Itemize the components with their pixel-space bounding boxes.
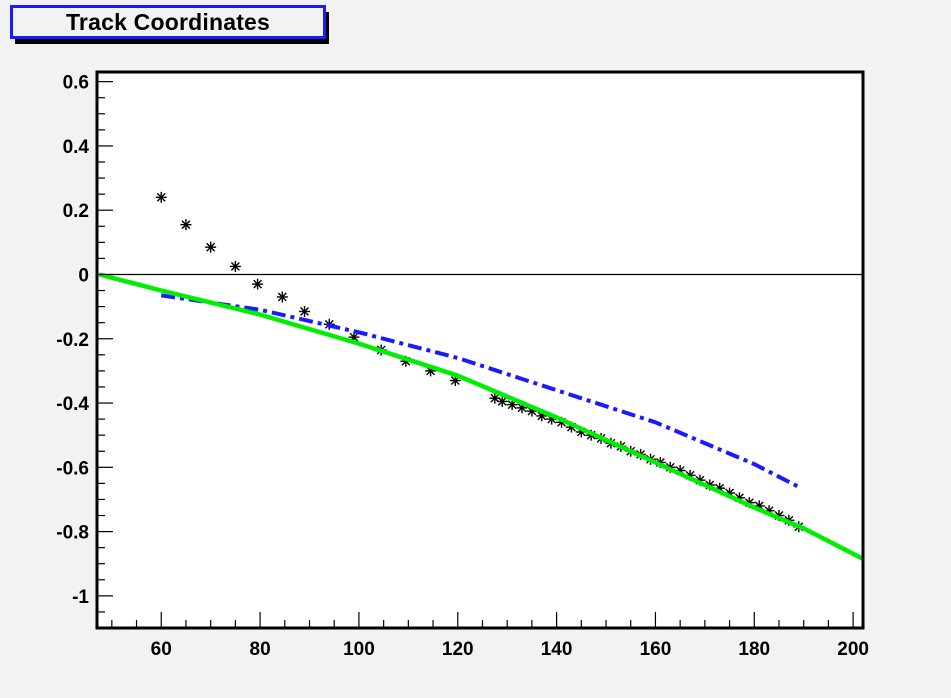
data-point-asterisk (229, 260, 241, 272)
y-tick-label: -0.8 (56, 523, 89, 544)
y-tick-label: 0.4 (63, 137, 90, 158)
x-tick-label: 120 (442, 639, 474, 660)
chart-title: Track Coordinates (10, 5, 326, 39)
y-tick-label: -0.4 (56, 394, 89, 415)
y-tick-label: 0 (78, 265, 89, 286)
data-point-asterisk (299, 305, 311, 317)
data-point-asterisk (155, 191, 167, 203)
plot-background (97, 72, 863, 628)
data-point-asterisk (276, 291, 288, 303)
x-tick-label: 80 (250, 639, 271, 660)
series-line-blue-dashdot (160, 293, 803, 490)
y-tick-label: 0.6 (63, 73, 89, 94)
x-tick-label: 140 (541, 639, 573, 660)
y-tick-label: 0.2 (63, 201, 89, 222)
plot-frame (95, 70, 865, 630)
x-tick-label: 60 (151, 639, 172, 660)
x-tick-label: 160 (640, 639, 672, 660)
data-point-asterisk (526, 405, 538, 417)
data-point-asterisk (180, 219, 192, 231)
data-point-asterisk (205, 241, 217, 253)
x-tick-label: 200 (837, 639, 869, 660)
y-tick-label: -0.6 (56, 458, 89, 479)
data-point-asterisk (496, 395, 508, 407)
series-line-green (98, 272, 865, 561)
data-point-asterisk (252, 278, 264, 290)
x-tick-label: 100 (343, 639, 375, 660)
y-tick-label: -1 (72, 587, 89, 608)
x-tick-label: 180 (738, 639, 770, 660)
y-tick-label: -0.2 (56, 330, 89, 351)
